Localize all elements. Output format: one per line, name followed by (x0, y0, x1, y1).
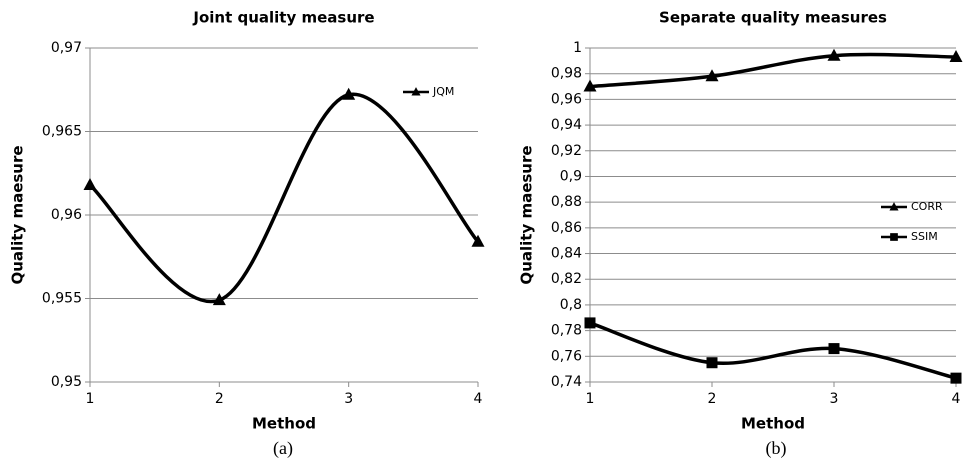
y-tick-label: 0,88 (551, 194, 582, 210)
marker (705, 69, 719, 82)
legend-label: CORR (911, 200, 943, 213)
marker (584, 317, 596, 329)
y-tick-label: 0,78 (551, 323, 582, 339)
y-tick-label: 0,74 (551, 374, 582, 390)
series-line (88, 92, 480, 304)
y-tick-label: 1 (573, 40, 582, 56)
x-tick-label: 1 (86, 391, 95, 407)
y-tick-label: 0,86 (551, 220, 582, 236)
series-line (589, 52, 957, 89)
marker (83, 177, 97, 190)
x-tick-label: 2 (708, 391, 717, 407)
y-tick-label: 0,955 (42, 291, 82, 307)
caption: (b) (766, 438, 787, 459)
marker (342, 87, 356, 100)
y-tick-label: 0,98 (551, 66, 582, 82)
legend-label: JQM (432, 85, 454, 98)
y-axis-label: Quality maesure (518, 145, 536, 284)
x-tick-label: 4 (474, 391, 483, 407)
caption: (a) (273, 438, 293, 459)
marker (706, 357, 718, 369)
marker (950, 372, 962, 384)
y-tick-label: 0,96 (551, 91, 582, 107)
x-axis-label: Method (252, 415, 316, 433)
series-line (589, 321, 957, 380)
marker (471, 234, 485, 247)
marker (827, 48, 841, 61)
y-tick-label: 0,76 (551, 348, 582, 364)
marker (583, 79, 597, 92)
y-tick-label: 0,84 (551, 246, 582, 262)
marker (890, 233, 898, 241)
marker (949, 49, 963, 62)
chart-title: Separate quality measures (659, 9, 887, 27)
marker (212, 293, 226, 306)
y-tick-label: 0,97 (51, 40, 82, 56)
marker (411, 87, 421, 96)
x-tick-label: 3 (830, 391, 839, 407)
legend-label: SSIM (911, 230, 938, 243)
x-tick-label: 3 (344, 391, 353, 407)
y-tick-label: 0,9 (560, 168, 582, 184)
y-tick-label: 0,82 (551, 271, 582, 287)
marker (889, 202, 899, 211)
y-tick-label: 0,94 (551, 117, 582, 133)
x-tick-label: 1 (586, 391, 595, 407)
y-tick-label: 0,965 (42, 124, 82, 140)
x-tick-label: 4 (952, 391, 961, 407)
y-tick-label: 0,92 (551, 143, 582, 159)
y-axis-label: Quality maesure (9, 145, 27, 284)
y-tick-label: 0,95 (51, 374, 82, 390)
x-tick-label: 2 (215, 391, 224, 407)
x-axis-label: Method (741, 415, 805, 433)
y-tick-label: 0,96 (51, 207, 82, 223)
y-tick-label: 0,8 (560, 297, 582, 313)
marker (828, 343, 840, 355)
chart-title: Joint quality measure (192, 9, 374, 27)
